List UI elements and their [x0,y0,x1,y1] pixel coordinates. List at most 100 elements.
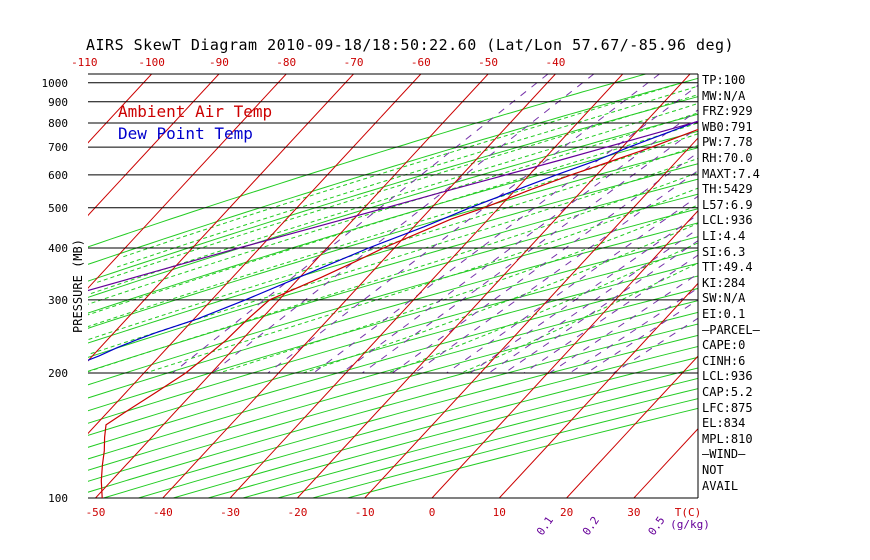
dry-adiabat-line [88,275,698,448]
stat-item: NOT [702,463,724,477]
isotherm-line [498,282,698,498]
moist-adiabat-line [88,172,698,373]
top-temp-tick-label: -100 [138,56,165,69]
pressure-tick-label: 800 [48,117,68,130]
mixing-ratio-line [211,74,595,374]
pressure-tick-label: 700 [48,141,68,154]
pressure-tick-label: 1000 [42,77,69,90]
moist-adiabat-line [89,102,698,295]
stat-item: PW:7.78 [702,135,753,150]
stat-item: MW:N/A [702,88,746,103]
x-axis-label: T(C) [675,506,702,519]
top-temp-tick-label: -110 [71,56,98,69]
mixing-ratio-label: 0.2 [580,514,602,538]
legend-dew-point-temp: Dew Point Temp [118,124,253,143]
top-temp-tick-label: -90 [209,56,229,69]
y-axis-label: PRESSURE (MB) [71,239,85,333]
dry-adiabat-line [88,287,698,460]
dry-adiabat-line [88,323,698,493]
stat-item: KI:284 [702,275,746,290]
stat-item: MAXT:7.4 [702,166,760,181]
top-temp-tick-label: -50 [478,56,498,69]
moist-adiabat-line [461,262,698,374]
top-temp-tick-label: -70 [344,56,364,69]
isotherm-line [364,137,698,498]
dry-adiabat-line [88,77,698,265]
dry-adiabat-line [242,377,698,498]
stat-item: TT:49.4 [702,260,753,275]
mixing-ratio-line [172,74,549,374]
isotherm-line [95,74,489,498]
isotherm-line [88,74,422,435]
pressure-tick-label: 200 [48,367,68,380]
bottom-temp-tick-label: -30 [220,506,240,519]
chart-title: AIRS SkewT Diagram 2010-09-18/18:50:22.6… [86,36,735,54]
dry-adiabat-line [88,193,698,372]
stat-item: CINH:6 [702,353,746,368]
mixing-ratio-line [569,287,698,374]
dry-adiabat-line [88,147,698,329]
bottom-temp-tick-label: 0 [429,506,436,519]
dry-adiabat-line [88,236,698,412]
stat-item: TP:100 [702,73,746,87]
stat-item: L57:6.9 [702,197,753,212]
mixing-ratio-line [586,299,698,374]
stat-item: CAP:5.2 [702,385,753,399]
moist-adiabat-line [121,82,683,258]
mixing-ratio-label: 0.1 [534,514,556,538]
top-temp-tick-label: -80 [276,56,296,69]
dry-adiabat-line [88,178,698,358]
stat-item: RH:70.0 [702,151,753,165]
dry-adiabat-line [208,367,698,498]
stat-item: WB0:791 [702,119,753,134]
stat-item: SW:N/A [702,291,746,306]
mixing-ratio-line [549,273,698,374]
stat-item: TH:5429 [702,182,753,197]
isotherm-line [297,74,691,498]
mixing-ratio-unit-label: (g/kg) [670,518,710,531]
dry-adiabat-line [88,262,698,436]
mixing-ratio-label: 0.5 [646,514,668,538]
stat-item: EI:0.1 [702,307,746,321]
bottom-temp-tick-label: 10 [493,506,506,519]
stat-item: MPL:810 [702,431,753,446]
isotherm-line [88,74,354,362]
isotherm-line [0,74,17,498]
isotherm-line [88,74,287,289]
stat-item: —WIND— [702,447,746,462]
bottom-temp-tick-label: -50 [86,506,106,519]
mixing-ratio-line [392,151,698,374]
moist-adiabat-line [88,122,698,316]
isotherm-line [431,210,698,498]
moist-adiabat-line [218,204,698,374]
moist-adiabat-line [95,94,698,284]
mixing-ratio-line [361,126,698,374]
dry-adiabat-line [88,249,698,424]
dew-point-temp-line [88,120,698,361]
moist-adiabat-line [116,85,698,268]
dry-adiabat-line [88,96,698,282]
stat-item: FRZ:929 [702,104,753,119]
moist-adiabat-line [387,242,698,374]
stat-item: CAPE:0 [702,338,746,353]
ambient-air-temp-line [100,128,698,498]
pressure-tick-label: 100 [48,492,68,505]
mixing-ratio-line [446,195,698,374]
isotherm-line [769,74,870,498]
stat-item: SI:6.3 [702,244,746,259]
mixing-ratio-line [469,214,698,374]
isotherm-line [836,74,870,498]
mixing-ratio-line [414,169,698,374]
mixing-ratio-line [267,74,660,374]
legend-ambient-air-temp: Ambient Air Temp [118,102,273,121]
isotherm-line [162,74,556,498]
bottom-temp-tick-label: -40 [153,506,173,519]
pressure-tick-label: 400 [48,242,68,255]
isotherm-line [229,74,624,498]
bottom-temp-tick-label: -10 [355,506,375,519]
pressure-tick-label: 300 [48,294,68,307]
pressure-tick-label: 900 [48,96,68,109]
stat-item: EL:834 [702,416,746,431]
stat-item: LFC:875 [702,400,753,415]
